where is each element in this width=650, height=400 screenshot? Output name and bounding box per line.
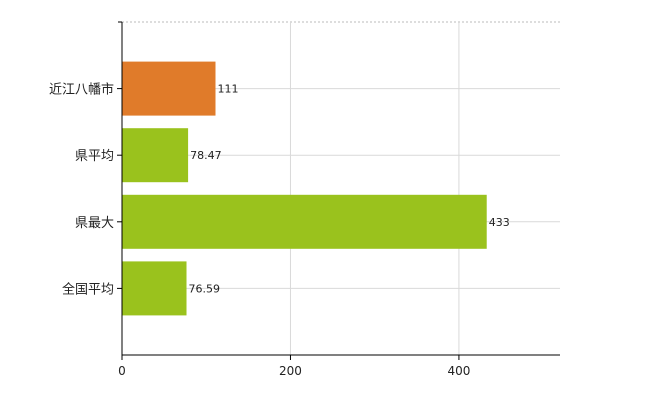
- x-tick-labels: 0 200 400: [118, 364, 470, 378]
- bar: [122, 261, 187, 316]
- data-label: 111: [217, 83, 238, 96]
- category-label: 県最大: [75, 216, 114, 231]
- data-label: 433: [489, 216, 510, 229]
- category-label: 県平均: [75, 149, 114, 164]
- data-label: 78.47: [190, 149, 222, 162]
- data-label: 76.59: [189, 282, 221, 295]
- data-labels: 111 78.47 433 76.59: [189, 83, 510, 296]
- bar: [122, 61, 216, 116]
- category-label: 全国平均: [62, 281, 114, 297]
- bar: [122, 194, 487, 249]
- x-tick-label: 400: [447, 364, 470, 378]
- x-tick-label: 200: [279, 364, 302, 378]
- category-label: 近江八幡市: [49, 82, 114, 98]
- bar: [122, 128, 189, 183]
- bars-group: [122, 61, 487, 316]
- x-tick-label: 0: [118, 364, 126, 378]
- axes-group: [117, 21, 560, 360]
